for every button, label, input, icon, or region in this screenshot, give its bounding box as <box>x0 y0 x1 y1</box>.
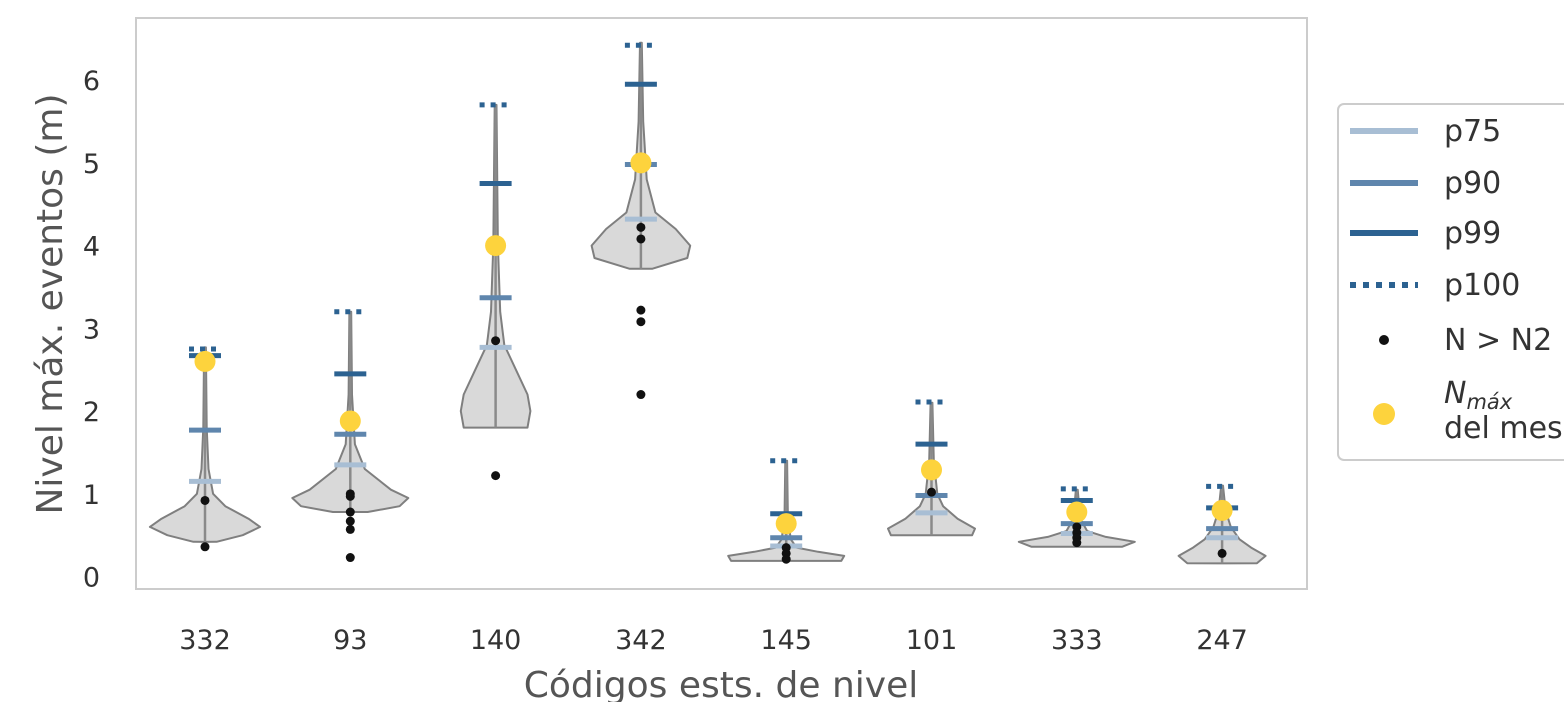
y-tick-label-6: 6 <box>83 66 100 97</box>
y-tick-label-3: 3 <box>83 314 100 345</box>
point-n-gt-n2-342-2 <box>636 305 646 315</box>
point-n-gt-n2-342-1 <box>636 234 646 244</box>
x-tick-label-333: 333 <box>1051 625 1103 656</box>
nmax-marker-333 <box>1066 501 1088 523</box>
x-tick-label-332: 332 <box>179 625 231 656</box>
x-tick-label-247: 247 <box>1196 625 1248 656</box>
point-n-gt-n2-140-1 <box>491 471 501 481</box>
legend-label-p75: p75 <box>1444 114 1501 149</box>
x-axis-label: Códigos ests. de nivel <box>524 665 918 702</box>
point-n-gt-n2-140-0 <box>491 336 501 346</box>
nmax-marker-247 <box>1211 499 1233 521</box>
points-layer <box>194 152 1233 564</box>
legend-frame <box>1337 103 1564 461</box>
x-tick-label-145: 145 <box>760 625 812 656</box>
point-n-gt-n2-332-1 <box>200 542 210 552</box>
point-n-gt-n2-342-4 <box>636 390 646 400</box>
point-n-gt-n2-93-1 <box>345 491 355 501</box>
legend-swatch-points <box>1379 335 1389 345</box>
point-n-gt-n2-332-0 <box>200 495 210 505</box>
plot-area-frame <box>135 17 1308 590</box>
point-n-gt-n2-93-4 <box>345 524 355 534</box>
point-n-gt-n2-333-3 <box>1072 538 1082 548</box>
nmax-marker-342 <box>630 152 652 174</box>
nmax-marker-140 <box>485 235 507 257</box>
point-n-gt-n2-342-0 <box>636 222 646 232</box>
point-n-gt-n2-93-3 <box>345 516 355 526</box>
legend-label-nmax-line2: del mes <box>1444 411 1563 446</box>
y-axis-ticks: 0 1 2 3 4 5 6 <box>83 66 100 594</box>
legend-label-points: N > N2 <box>1444 323 1552 358</box>
y-tick-label-1: 1 <box>83 480 100 511</box>
y-tick-label-4: 4 <box>83 232 100 263</box>
y-tick-label-5: 5 <box>83 149 100 180</box>
point-n-gt-n2-101-0 <box>927 487 936 497</box>
y-tick-label-2: 2 <box>83 397 100 428</box>
nmax-marker-93 <box>339 410 361 432</box>
point-n-gt-n2-93-5 <box>345 553 355 563</box>
point-n-gt-n2-247-0 <box>1217 548 1227 558</box>
x-axis-ticks: 332 93 140 342 145 101 333 247 <box>179 625 1248 656</box>
legend-label-p100: p100 <box>1444 268 1520 303</box>
percentile-lines-layer <box>189 42 1239 549</box>
point-n-gt-n2-145-2 <box>781 554 791 564</box>
x-tick-label-342: 342 <box>615 625 667 656</box>
y-tick-label-0: 0 <box>83 563 100 594</box>
legend-label-p90: p90 <box>1444 166 1501 201</box>
legend-label-nmax: Nmáx <box>1444 376 1513 414</box>
legend-swatch-nmax <box>1373 403 1395 425</box>
nmax-marker-101 <box>921 459 942 481</box>
point-n-gt-n2-93-2 <box>345 507 355 517</box>
x-tick-label-140: 140 <box>470 625 522 656</box>
point-n-gt-n2-342-3 <box>636 317 646 327</box>
y-axis-label: Nivel máx. eventos (m) <box>30 93 71 514</box>
nmax-marker-332 <box>194 350 216 372</box>
x-tick-label-93: 93 <box>333 625 367 656</box>
violins-layer <box>148 41 1267 565</box>
nmax-marker-145 <box>775 513 797 535</box>
legend-label-p99: p99 <box>1444 216 1501 251</box>
x-tick-label-101: 101 <box>906 625 958 656</box>
